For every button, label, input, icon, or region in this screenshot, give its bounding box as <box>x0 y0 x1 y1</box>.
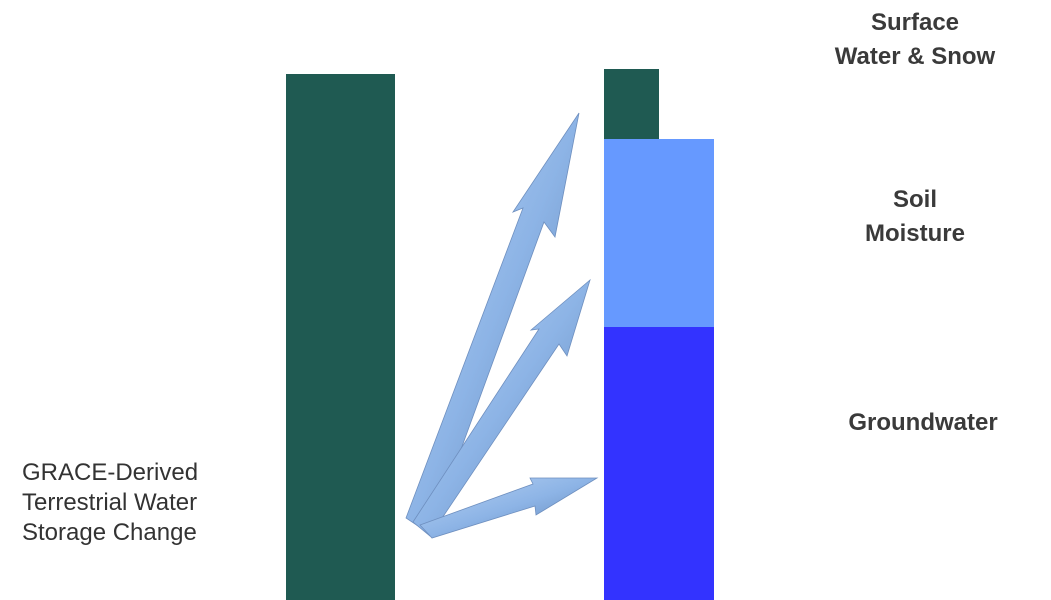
total-storage-bar <box>286 74 395 600</box>
surface-water-label: Surface Water & Snow <box>834 9 996 70</box>
soil-moisture-bar <box>604 139 714 327</box>
groundwater-label: Groundwater <box>848 409 998 436</box>
arrow-to-soil <box>412 278 591 537</box>
arrow-to-groundwater <box>419 477 599 539</box>
groundwater-bar <box>604 327 714 600</box>
soil-moisture-label: Soil Moisture <box>864 186 965 247</box>
surface-water-bar <box>604 69 659 139</box>
grace-storage-label: GRACE-Derived Terrestrial Water Storage … <box>22 459 199 546</box>
